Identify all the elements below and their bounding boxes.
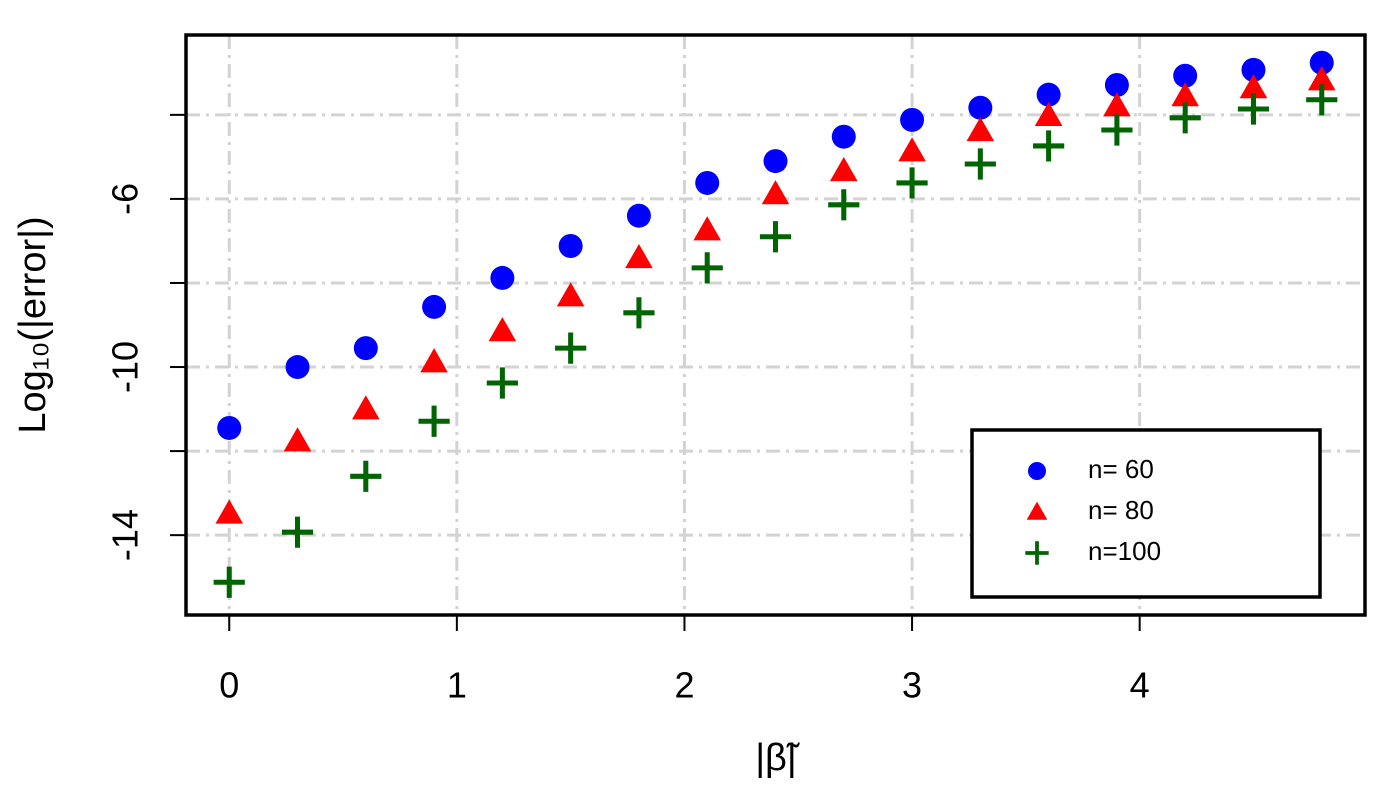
point bbox=[1307, 66, 1336, 91]
point bbox=[350, 460, 382, 492]
point bbox=[555, 332, 587, 364]
point bbox=[488, 317, 517, 342]
point bbox=[281, 516, 314, 548]
legend-marker bbox=[1028, 462, 1046, 480]
point bbox=[217, 415, 242, 440]
x-tick-label: 0 bbox=[219, 665, 239, 706]
point bbox=[896, 167, 928, 199]
point bbox=[486, 367, 518, 399]
point bbox=[285, 355, 310, 380]
point bbox=[623, 297, 655, 329]
point bbox=[693, 216, 722, 241]
point bbox=[966, 117, 995, 142]
point bbox=[558, 233, 583, 258]
y-axis-title: Log₁₀(|error|) bbox=[12, 216, 54, 433]
marks bbox=[213, 50, 1338, 598]
point bbox=[283, 427, 312, 452]
point bbox=[831, 124, 856, 149]
point bbox=[626, 203, 651, 228]
point bbox=[353, 336, 378, 361]
point bbox=[759, 221, 792, 253]
point bbox=[964, 148, 996, 180]
point bbox=[1237, 93, 1270, 125]
point bbox=[418, 405, 450, 437]
point bbox=[1239, 74, 1268, 99]
legend-label: n= 60 bbox=[1088, 454, 1154, 484]
point bbox=[1173, 63, 1198, 88]
point bbox=[1169, 102, 1201, 134]
point bbox=[763, 149, 788, 174]
y-tick-label: -14 bbox=[105, 509, 146, 561]
x-tick-label: 3 bbox=[902, 665, 922, 706]
point bbox=[422, 294, 447, 319]
legend-box bbox=[970, 428, 1322, 599]
legend-label: n= 80 bbox=[1088, 495, 1154, 525]
point bbox=[1171, 82, 1199, 107]
point bbox=[898, 137, 926, 162]
point bbox=[1103, 92, 1131, 117]
point bbox=[420, 348, 448, 373]
legend-marker bbox=[1025, 541, 1049, 565]
point bbox=[213, 566, 245, 598]
legend-label: n=100 bbox=[1088, 536, 1161, 566]
point bbox=[691, 252, 723, 284]
plot-frame bbox=[184, 33, 1367, 617]
legend-marker bbox=[1026, 501, 1048, 520]
point bbox=[1033, 130, 1065, 162]
x-tick-label: 1 bbox=[447, 665, 467, 706]
point bbox=[761, 180, 790, 205]
y-tick-label: -10 bbox=[105, 341, 146, 393]
point bbox=[1101, 114, 1133, 146]
point bbox=[556, 282, 585, 307]
point bbox=[1104, 73, 1129, 98]
point bbox=[1036, 82, 1061, 107]
point bbox=[829, 156, 858, 182]
point bbox=[352, 395, 380, 420]
point bbox=[625, 243, 653, 269]
point bbox=[900, 107, 925, 132]
point bbox=[695, 170, 720, 195]
point bbox=[490, 265, 515, 290]
point bbox=[215, 499, 244, 524]
y-tick-label: -6 bbox=[105, 183, 146, 215]
point bbox=[968, 95, 993, 120]
point bbox=[1306, 84, 1338, 116]
point bbox=[828, 189, 860, 221]
x-tick-label: 2 bbox=[674, 665, 694, 706]
point bbox=[1309, 50, 1334, 75]
x-tick-label: 4 bbox=[1130, 665, 1150, 706]
point bbox=[1034, 101, 1063, 127]
x-axis-title: |β̃| bbox=[755, 737, 800, 779]
point bbox=[1241, 57, 1266, 82]
